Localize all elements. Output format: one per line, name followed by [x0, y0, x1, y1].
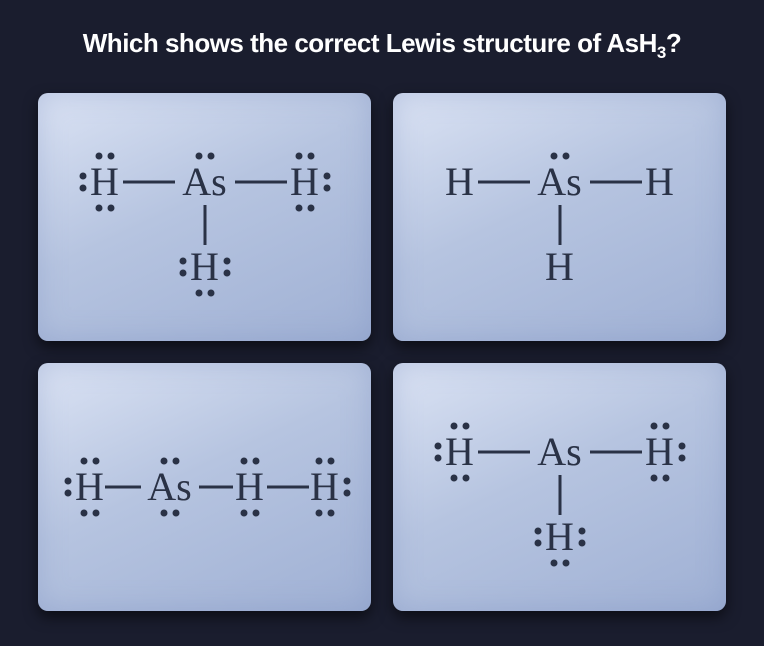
option-card-c[interactable]: H As H H — [38, 363, 371, 611]
atom-label: As — [537, 162, 581, 202]
atom-label: As — [537, 432, 581, 472]
question-suffix: ? — [666, 28, 681, 58]
lewis-structure-d: H As H H — [420, 407, 700, 567]
bond — [235, 181, 287, 184]
option-card-d[interactable]: H As H H — [393, 363, 726, 611]
atom-label: H — [545, 247, 574, 287]
question-text: Which shows the correct Lewis structure … — [0, 0, 764, 75]
option-card-a[interactable]: H As H H — [38, 93, 371, 341]
bond — [558, 205, 561, 245]
bond — [478, 181, 530, 184]
atom-label: H — [445, 432, 474, 472]
atom-label: H — [235, 467, 264, 507]
question-subscript: 3 — [657, 43, 666, 62]
bond — [105, 486, 141, 489]
bond — [267, 486, 309, 489]
atom-label: H — [645, 432, 674, 472]
bond — [203, 205, 206, 245]
atom-label: As — [182, 162, 226, 202]
question-prefix: Which shows the correct Lewis structure … — [83, 28, 657, 58]
bond — [123, 181, 175, 184]
options-grid: H As H H H As H H H As H H H As H H — [0, 75, 764, 641]
bond — [558, 475, 561, 515]
atom-label: H — [90, 162, 119, 202]
atom-label: H — [545, 517, 574, 557]
bond — [478, 451, 530, 454]
lewis-structure-b: H As H H — [420, 137, 700, 297]
atom-label: H — [310, 467, 339, 507]
lewis-structure-c: H As H H — [65, 407, 345, 567]
atom-label: H — [645, 162, 674, 202]
atom-label: H — [75, 467, 104, 507]
bond — [590, 181, 642, 184]
bond — [590, 451, 642, 454]
atom-label: H — [445, 162, 474, 202]
lewis-structure-a: H As H H — [65, 137, 345, 297]
atom-label: H — [290, 162, 319, 202]
atom-label: As — [147, 467, 191, 507]
atom-label: H — [190, 247, 219, 287]
bond — [199, 486, 233, 489]
option-card-b[interactable]: H As H H — [393, 93, 726, 341]
